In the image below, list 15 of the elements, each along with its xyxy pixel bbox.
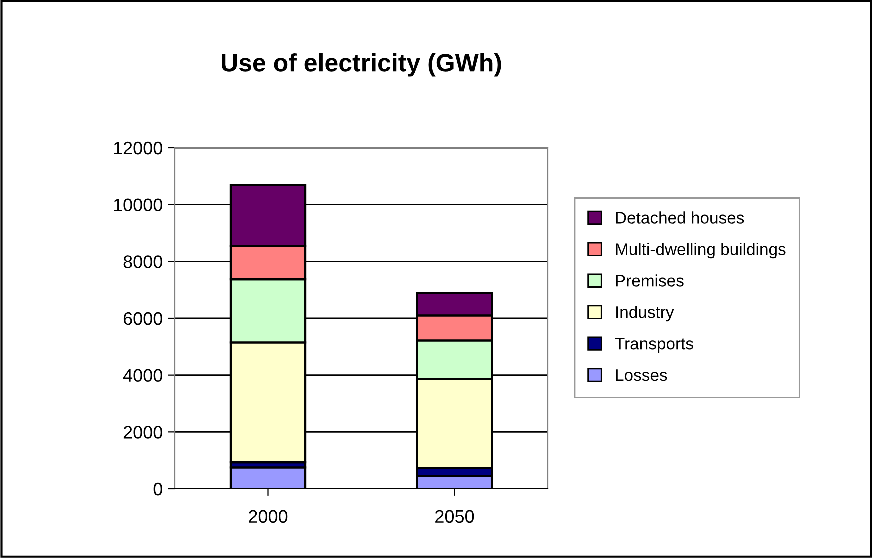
y-tick-label: 12000 — [114, 142, 162, 155]
x-tick-label: 2050 — [436, 510, 474, 524]
y-tick-label: 0 — [154, 482, 162, 496]
y-tick-label: 6000 — [124, 312, 162, 326]
y-tick-label: 4000 — [123, 369, 162, 382]
y-tick-label: 8000 — [124, 256, 162, 268]
legend-label: Transports — [615, 338, 694, 354]
legend-label: Premises — [616, 274, 684, 287]
legend-label: Industry — [616, 306, 674, 322]
chart-title: Use of electricity (GWh) — [222, 53, 502, 77]
y-tick-label: 2000 — [124, 426, 162, 439]
legend-label: Detached houses — [616, 212, 744, 224]
legend-label: Multi-dwelling buildings — [616, 243, 786, 259]
legend-label: Losses — [616, 370, 668, 382]
y-tick-label: 10000 — [114, 198, 162, 212]
